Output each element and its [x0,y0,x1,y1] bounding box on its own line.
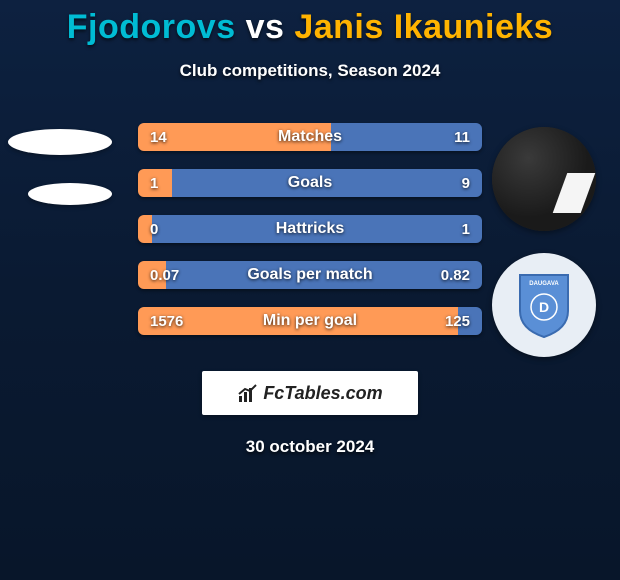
player1-avatar-placeholder [8,129,112,155]
player2-club-badge: DAUGAVA D [492,253,596,357]
stats-zone: DAUGAVA D 1411Matches 19Goals 01Hattricks 0… [0,123,620,353]
stat-row: 1576125Min per goal [138,307,482,335]
stat-row: 01Hattricks [138,215,482,243]
brand-box[interactable]: FcTables.com [202,371,418,415]
date-text: 30 october 2024 [0,437,620,457]
subtitle: Club competitions, Season 2024 [0,61,620,81]
stat-row: 1411Matches [138,123,482,151]
stat-label: Goals [138,169,482,197]
content: Fjodorovs vs Janis Ikaunieks Club compet… [0,0,620,457]
player2-avatar [492,127,596,231]
player1-club-placeholder [28,183,112,205]
stat-label: Goals per match [138,261,482,289]
stat-label: Min per goal [138,307,482,335]
brand-text: FcTables.com [263,383,382,404]
stat-bars: 1411Matches 19Goals 01Hattricks 0.070.82Goa… [138,123,482,353]
badge-text: DAUGAVA [529,281,559,287]
player2-name: Janis Ikaunieks [294,8,553,46]
stat-label: Matches [138,123,482,151]
vs-text: vs [236,8,295,46]
shield-icon: DAUGAVA D [516,271,572,339]
player1-name: Fjodorovs [67,8,236,46]
stat-label: Hattricks [138,215,482,243]
page-title: Fjodorovs vs Janis Ikaunieks [0,8,620,47]
svg-text:D: D [539,299,549,315]
player1-avatar-area [8,129,118,233]
stat-row: 0.070.82Goals per match [138,261,482,289]
stat-row: 19Goals [138,169,482,197]
chart-icon [237,382,259,404]
player2-avatar-area: DAUGAVA D [492,127,602,379]
